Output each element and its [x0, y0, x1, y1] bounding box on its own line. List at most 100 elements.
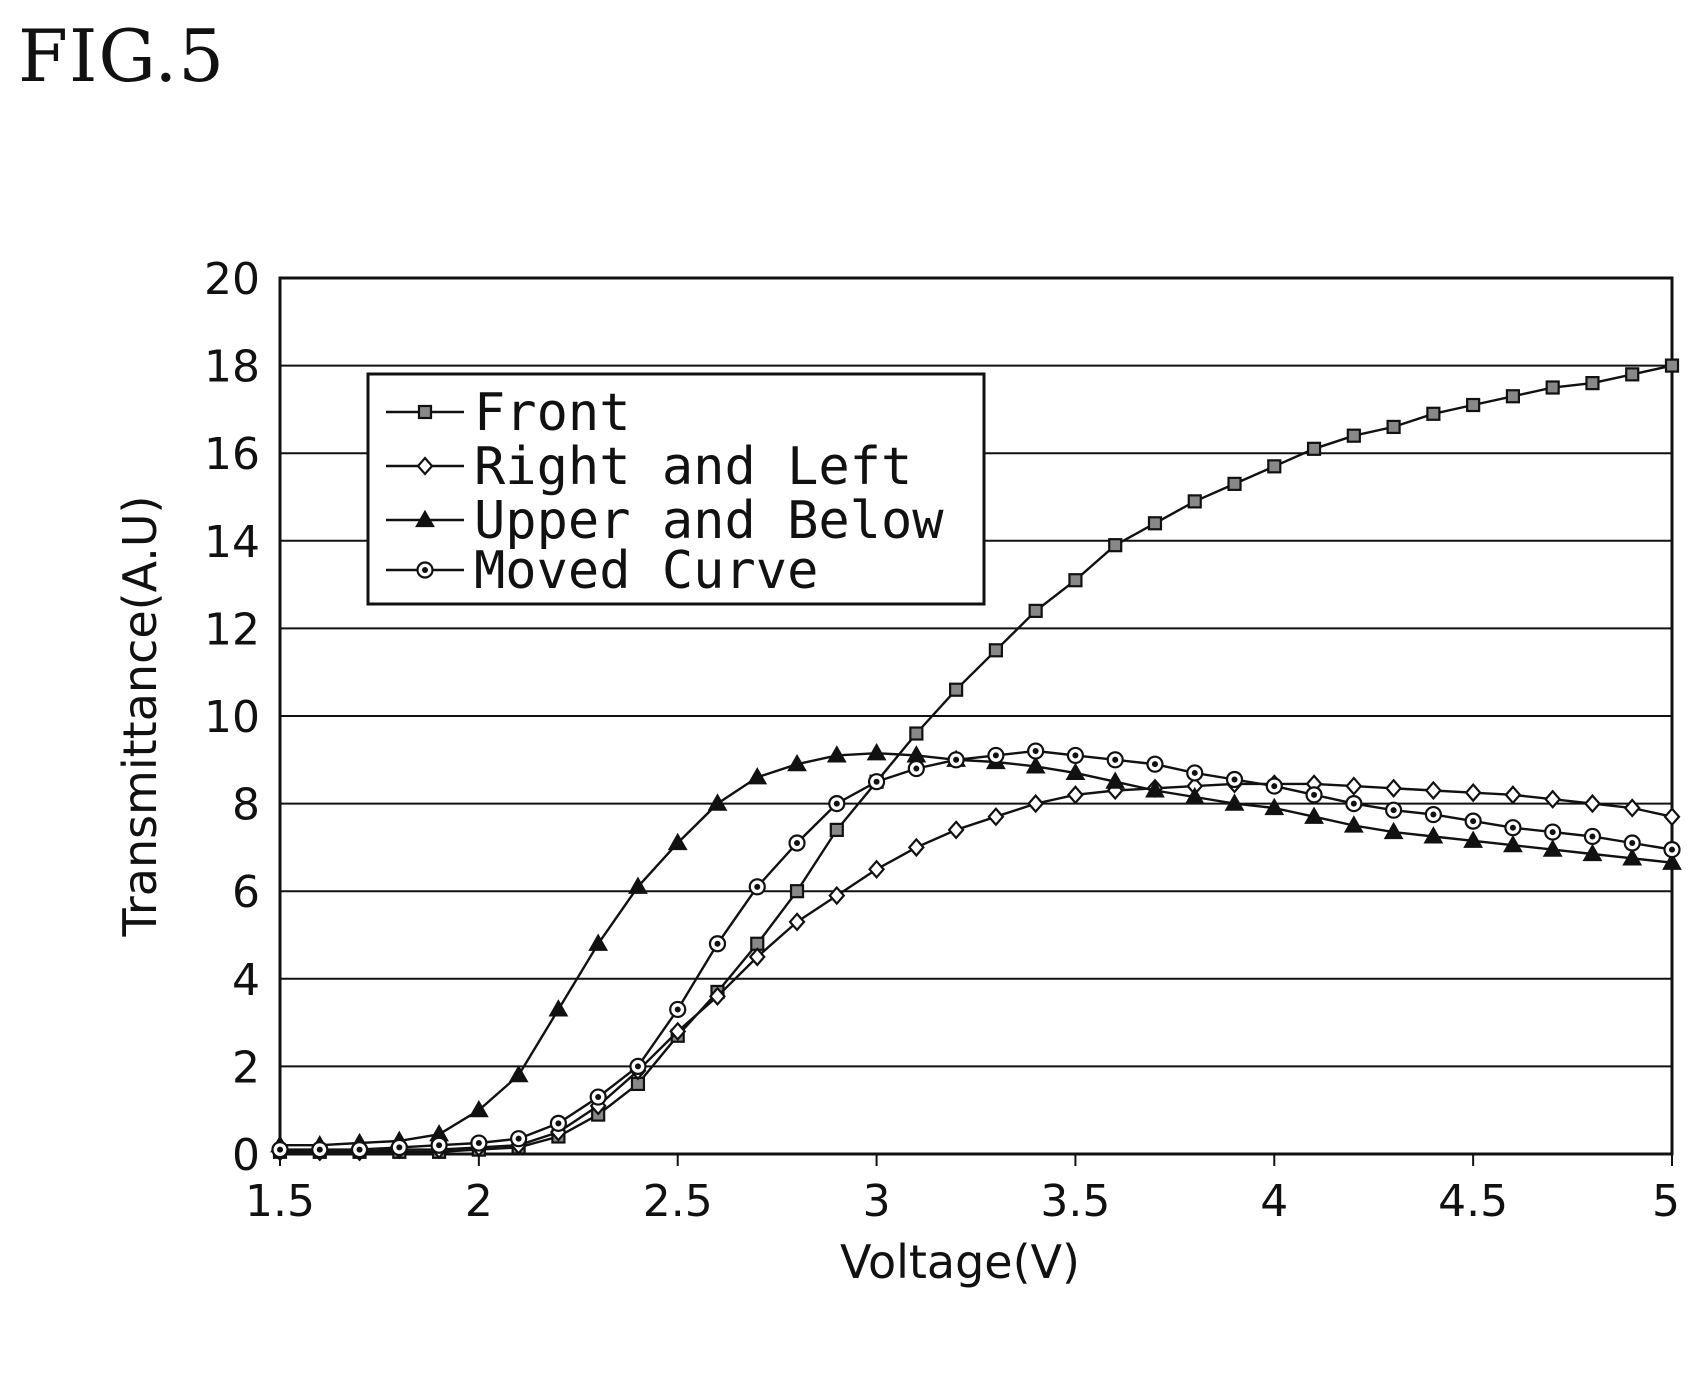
series-0-point-26: [1308, 443, 1320, 455]
series-0-point-35: [1666, 360, 1678, 372]
series-3-point-12: [750, 879, 765, 894]
x-axis-ticks: 1.522.533.544.55: [245, 1154, 1680, 1227]
series-3-point-26: [1307, 787, 1322, 802]
series-0-point-21: [1109, 539, 1121, 551]
y-tick-label-4: 4: [232, 955, 260, 1006]
series-1-point-34: [1625, 800, 1639, 816]
series-0-point-24: [1229, 478, 1241, 490]
series-3-point-1: [312, 1142, 327, 1157]
series-1-point-30: [1466, 785, 1480, 801]
series-1-point-31: [1506, 787, 1520, 803]
series-3-point-20: [1068, 748, 1083, 763]
y-tick-label-18: 18: [204, 342, 260, 393]
series-2-point-15: [869, 745, 885, 759]
series-3-point-4: [432, 1138, 447, 1153]
series-1-point-20: [1068, 787, 1082, 803]
series-3-point-9: [630, 1059, 645, 1074]
legend: FrontRight and LeftUpper and BelowMoved …: [368, 374, 984, 604]
series-3-point-30: [1466, 814, 1481, 829]
series-3-point-32: [1545, 825, 1560, 840]
series-1-point-32: [1546, 791, 1560, 807]
series-1-point-18: [989, 809, 1003, 825]
series-3-point-5: [471, 1136, 486, 1151]
legend-label-3: Moved Curve: [474, 541, 818, 601]
series-0-point-14: [831, 824, 843, 836]
series-0-point-23: [1189, 495, 1201, 507]
series-line-3: [280, 751, 1672, 1150]
x-tick-label-3.5: 3.5: [1040, 1176, 1110, 1227]
x-tick-label-2: 2: [465, 1176, 493, 1227]
series-3-point-35: [1665, 842, 1680, 857]
series-3-point-0: [273, 1142, 288, 1157]
series-3-point-34: [1625, 836, 1640, 851]
series-3-point-22: [1147, 757, 1162, 772]
series-1-point-14: [830, 888, 844, 904]
y-tick-label-12: 12: [204, 604, 260, 655]
series-0-point-20: [1069, 574, 1081, 586]
series-1-point-16: [909, 839, 923, 855]
y-tick-label-0: 0: [232, 1130, 260, 1181]
legend-marker-0: [419, 406, 431, 418]
series-3-point-17: [949, 752, 964, 767]
series-3-point-7: [551, 1116, 566, 1131]
x-tick-label-4: 4: [1260, 1176, 1288, 1227]
y-tick-label-20: 20: [204, 254, 260, 305]
series-0-point-32: [1547, 382, 1559, 394]
series-0-point-19: [1030, 605, 1042, 617]
series-3-point-24: [1227, 772, 1242, 787]
series-3-point-6: [511, 1131, 526, 1146]
series-3-point-11: [710, 936, 725, 951]
legend-label-1: Right and Left: [474, 437, 912, 497]
y-tick-label-6: 6: [232, 867, 260, 918]
series-3-point-16: [909, 761, 924, 776]
series-3-point-19: [1028, 744, 1043, 759]
legend-label-0: Front: [474, 383, 631, 443]
series-3-point-15: [869, 774, 884, 789]
series-3-point-13: [790, 836, 805, 851]
legend-marker-3: [418, 563, 433, 578]
series-1-point-17: [949, 822, 963, 838]
series-3-point-2: [352, 1142, 367, 1157]
series-3-point-21: [1108, 752, 1123, 767]
series-3-point-31: [1505, 820, 1520, 835]
series-3-point-33: [1585, 829, 1600, 844]
series-3-point-28: [1386, 803, 1401, 818]
series-0-point-22: [1149, 517, 1161, 529]
y-axis-ticks: 02468101214161820: [204, 254, 260, 1181]
series-3-point-25: [1267, 779, 1282, 794]
series-1-point-27: [1347, 778, 1361, 794]
y-tick-label-14: 14: [204, 517, 260, 568]
series-3-point-14: [829, 796, 844, 811]
series-2-point-6: [511, 1067, 527, 1081]
series-0-point-31: [1507, 390, 1519, 402]
series-3-point-23: [1187, 765, 1202, 780]
series-3-point-27: [1346, 796, 1361, 811]
series-0-point-30: [1467, 399, 1479, 411]
series-moved-curve: [273, 744, 1680, 1158]
series-0-point-16: [910, 728, 922, 740]
series-0-point-17: [950, 684, 962, 696]
series-2-point-7: [550, 1001, 566, 1015]
series-0-point-28: [1388, 421, 1400, 433]
series-1-point-29: [1426, 782, 1440, 798]
series-3-point-8: [591, 1090, 606, 1105]
series-0-point-25: [1268, 460, 1280, 472]
y-tick-label-2: 2: [232, 1042, 260, 1093]
x-tick-label-5: 5: [1652, 1176, 1680, 1227]
x-axis-label: Voltage(V): [840, 1235, 1080, 1289]
series-3-point-18: [988, 748, 1003, 763]
series-1-point-15: [870, 861, 884, 877]
series-3-point-29: [1426, 807, 1441, 822]
series-line-2: [280, 753, 1672, 1145]
series-0-point-18: [990, 644, 1002, 656]
series-1-point-35: [1665, 809, 1679, 825]
x-tick-label-1.5: 1.5: [245, 1176, 315, 1227]
x-tick-label-2.5: 2.5: [643, 1176, 713, 1227]
series-0-point-13: [791, 885, 803, 897]
series-1-point-19: [1029, 796, 1043, 812]
series-upper-and-below: [272, 745, 1680, 1151]
series-3-point-3: [392, 1140, 407, 1155]
series-0-point-33: [1586, 377, 1598, 389]
series-1-point-28: [1387, 780, 1401, 796]
